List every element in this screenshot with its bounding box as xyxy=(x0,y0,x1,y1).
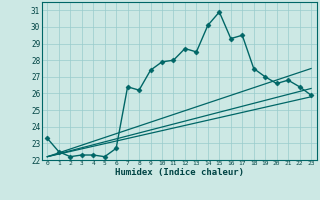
X-axis label: Humidex (Indice chaleur): Humidex (Indice chaleur) xyxy=(115,168,244,177)
